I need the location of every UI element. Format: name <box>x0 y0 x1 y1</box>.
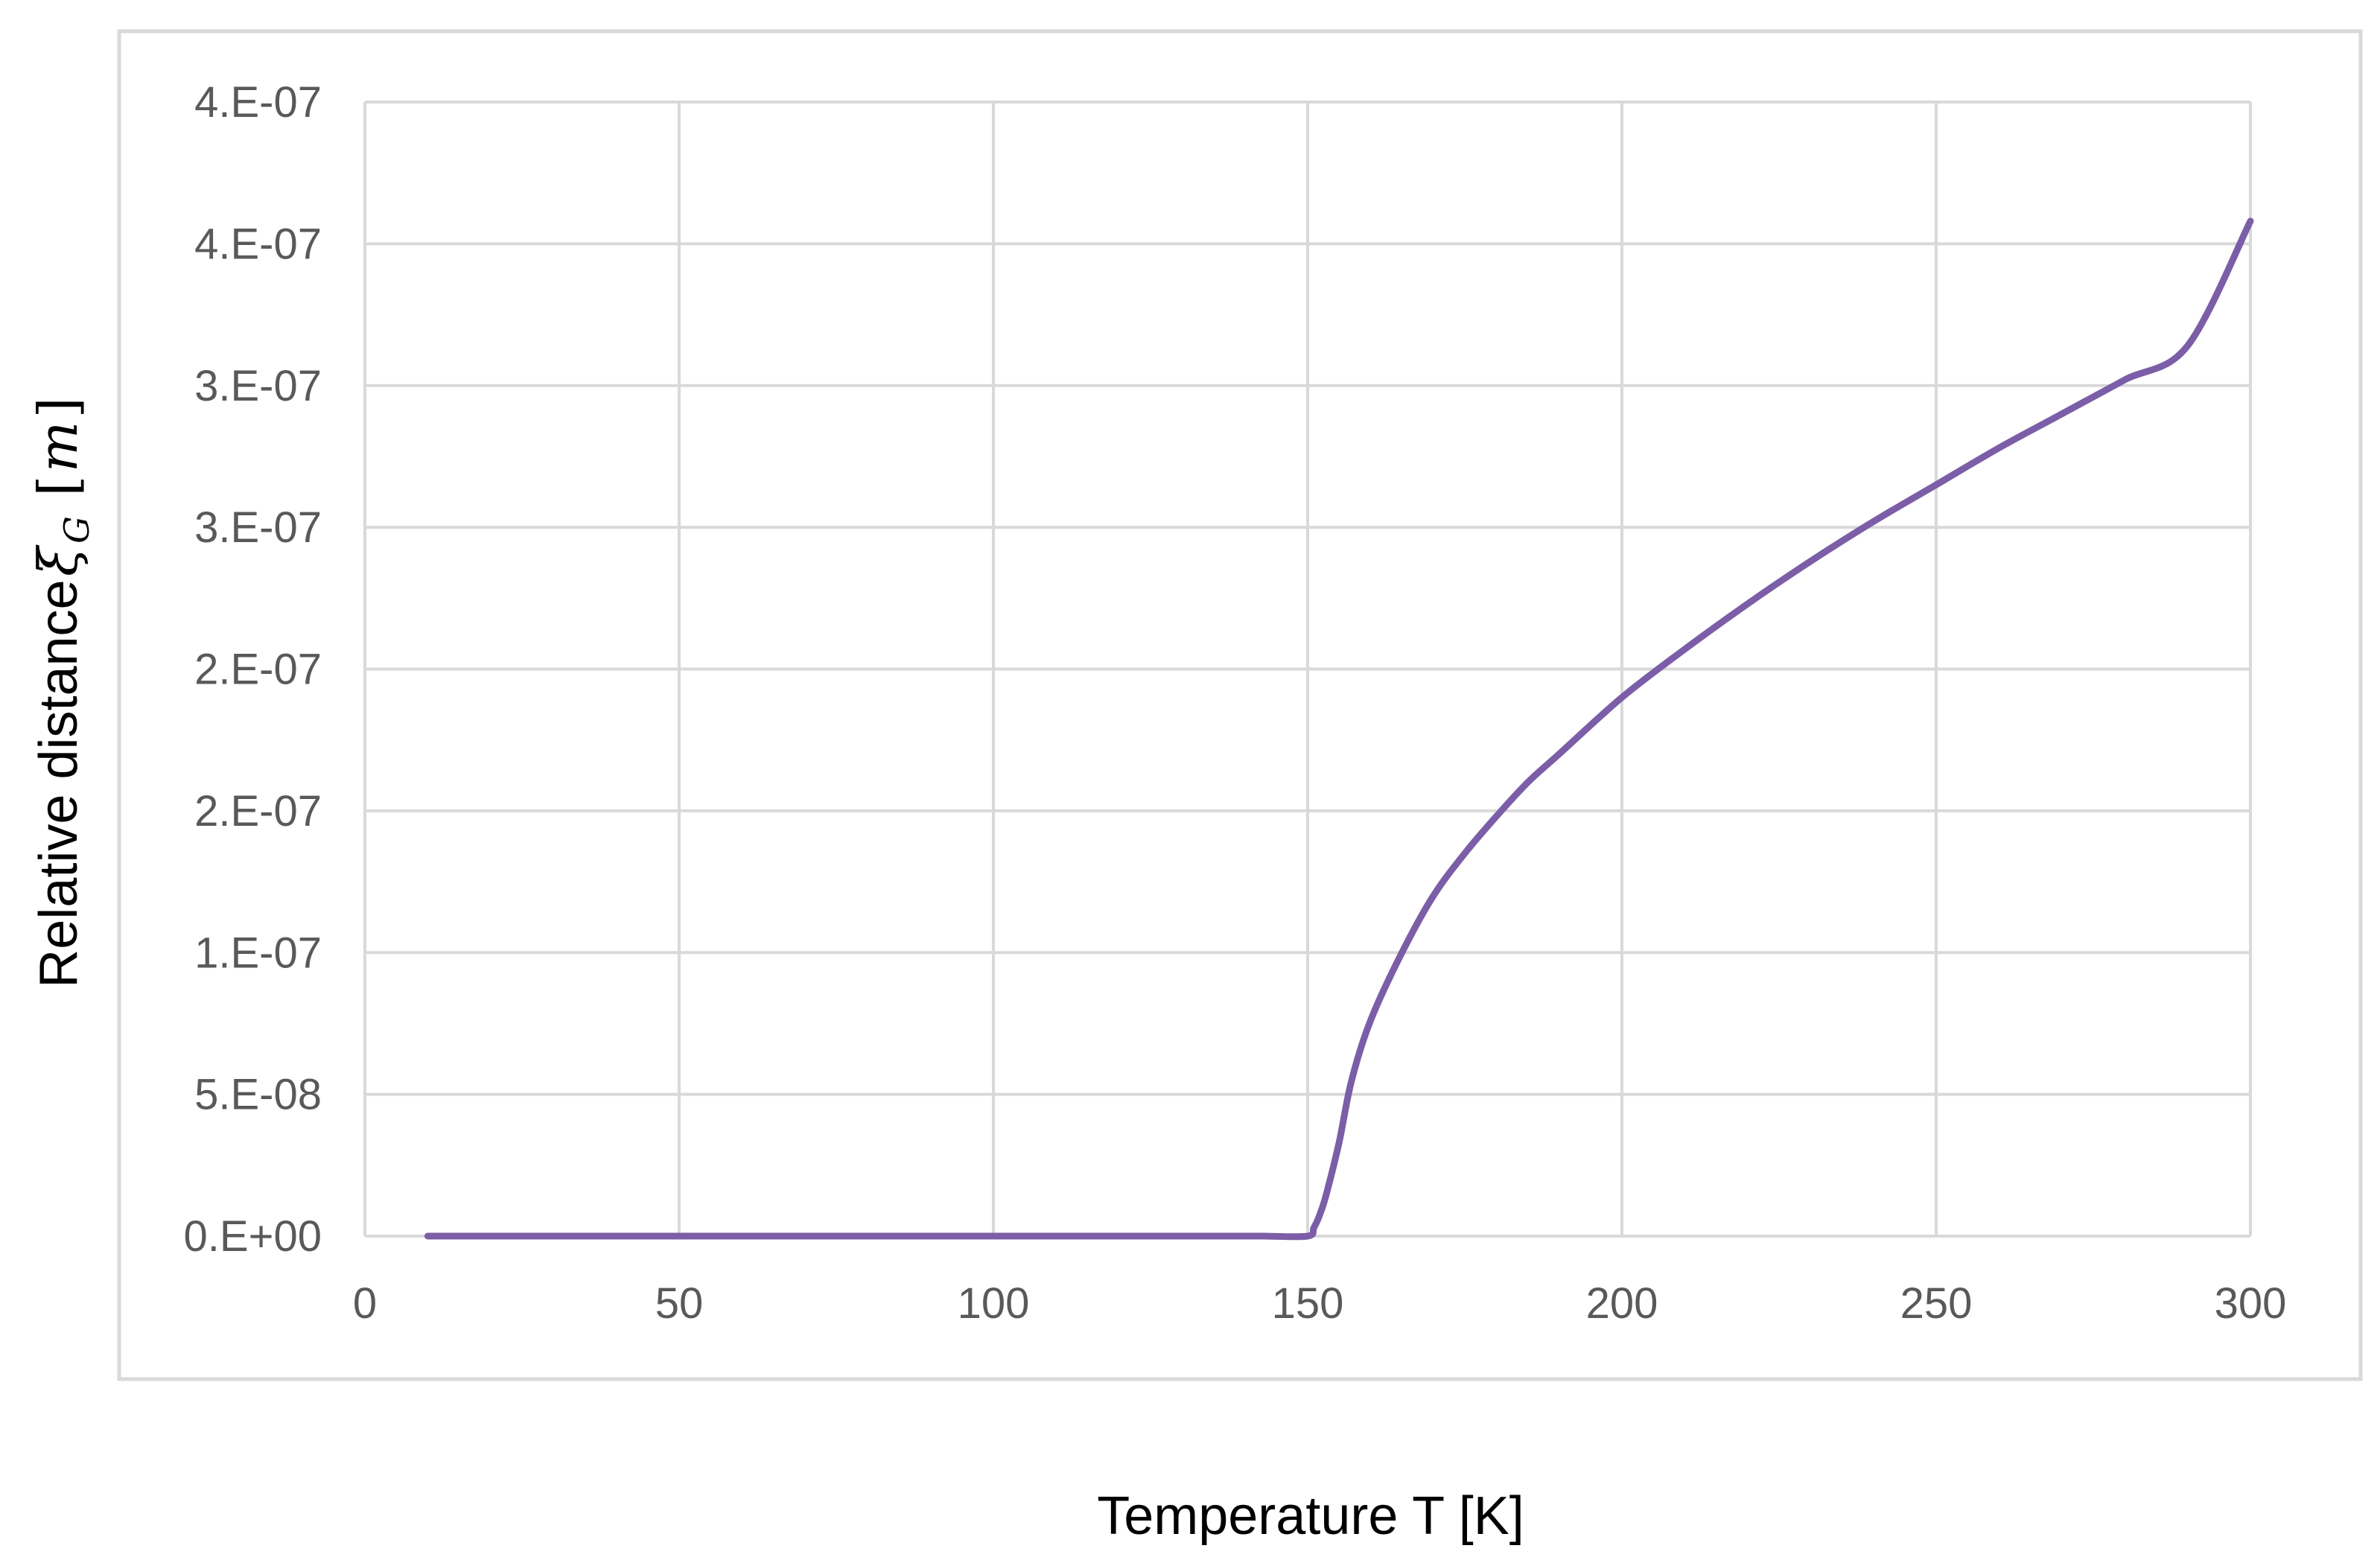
x-tick-label: 50 <box>655 1279 704 1328</box>
y-tick-label: 2.E-07 <box>194 646 322 694</box>
y-axis-title-subscript: G <box>57 516 97 544</box>
x-tick-labels: 0 50 100 150 200 250 300 <box>353 1279 2287 1328</box>
y-tick-label: 4.E-07 <box>194 78 322 127</box>
y-tick-label: 3.E-07 <box>194 362 322 410</box>
series-line <box>424 217 2254 1241</box>
svg-text:Relative distance: Relative distance ξ G [ m ] <box>27 397 97 987</box>
y-tick-label: 2.E-07 <box>194 787 322 835</box>
x-tick-label: 250 <box>1900 1279 1973 1328</box>
x-tick-label: 0 <box>353 1279 377 1328</box>
series-layer <box>424 217 2254 1241</box>
y-axis-title-text: Relative distance <box>29 579 89 987</box>
y-axis-title-unit-close: ] <box>27 397 89 418</box>
grid <box>363 101 2252 1238</box>
chart-frame <box>117 29 2363 1381</box>
x-tick-label: 100 <box>958 1279 1030 1328</box>
y-axis-title: Relative distance ξ G [ m ] <box>27 397 97 987</box>
y-tick-labels: 0.E+00 5.E-08 1.E-07 2.E-07 2.E-07 3.E-07 3.E-… <box>184 78 322 1261</box>
y-tick-label: 4.E-07 <box>194 220 322 268</box>
y-axis-title-symbol: ξ <box>27 544 89 576</box>
x-tick-label: 300 <box>2215 1279 2287 1328</box>
y-tick-label: 0.E+00 <box>184 1212 322 1261</box>
y-tick-label: 5.E-08 <box>194 1071 322 1119</box>
y-axis-title-unit: m <box>27 421 89 472</box>
x-tick-label: 200 <box>1586 1279 1658 1328</box>
x-axis-title: Temperature T [K] <box>1097 1486 1524 1546</box>
y-tick-label: 1.E-07 <box>194 929 322 977</box>
y-axis-title-unit-open: [ <box>27 476 89 497</box>
y-tick-label: 3.E-07 <box>194 503 322 552</box>
x-tick-label: 150 <box>1272 1279 1344 1328</box>
